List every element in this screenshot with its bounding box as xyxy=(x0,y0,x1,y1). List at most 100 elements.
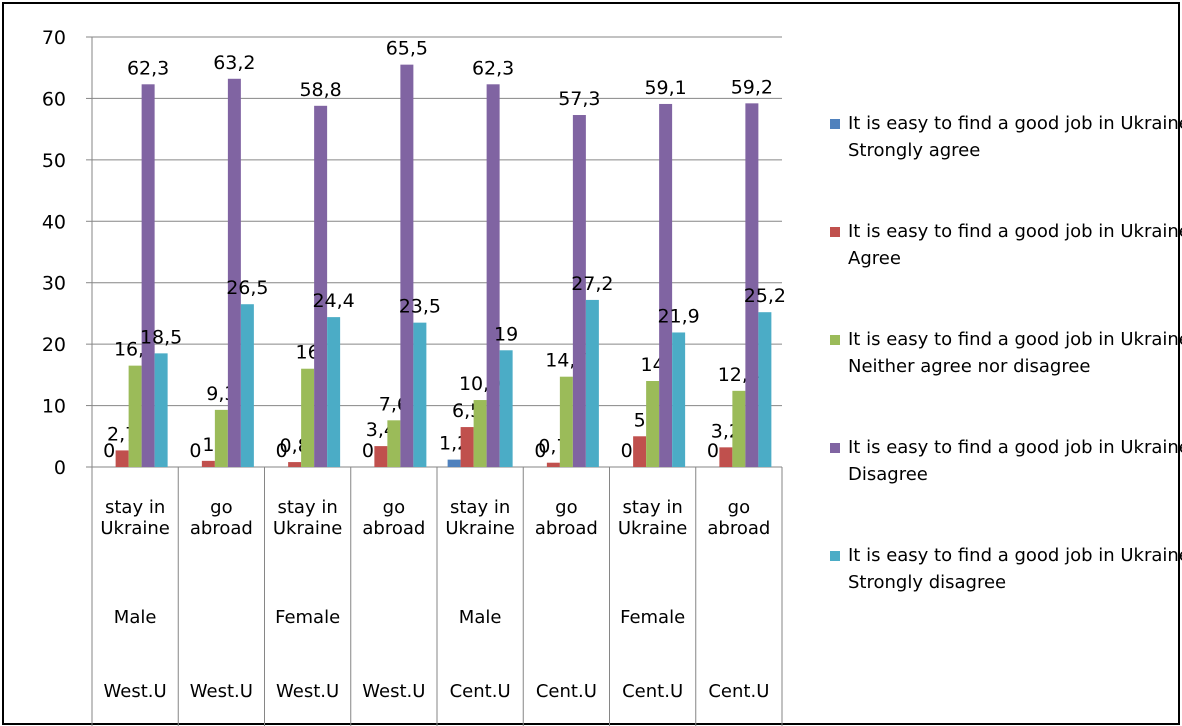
bar xyxy=(154,353,168,467)
legend-swatch xyxy=(830,119,840,129)
x-region-label: Cent.U xyxy=(708,681,770,702)
y-tick-label: 70 xyxy=(42,27,66,49)
data-label: 23,5 xyxy=(399,296,441,318)
data-label: 0 xyxy=(534,440,546,462)
x-tick-label: go abroad xyxy=(707,497,771,539)
bar xyxy=(327,317,341,467)
legend-label: It is easy to find a good job in Ukraine… xyxy=(848,221,1182,269)
legend-label: It is easy to find a good job in Ukraine… xyxy=(848,437,1182,485)
data-label: 62,3 xyxy=(127,57,169,79)
bar xyxy=(214,409,228,467)
data-label: 1 xyxy=(202,434,214,456)
x-group-label: Female xyxy=(275,607,341,628)
y-tick-label: 40 xyxy=(42,211,66,233)
bar xyxy=(201,460,215,467)
data-label: 0 xyxy=(276,440,288,462)
data-label: 65,5 xyxy=(386,38,428,60)
data-label: 14 xyxy=(641,354,665,376)
data-label: 21,9 xyxy=(657,305,699,327)
x-tick-label: stay in Ukraine xyxy=(617,497,688,539)
data-label: 27,2 xyxy=(571,273,613,295)
y-tick-label: 50 xyxy=(42,150,66,172)
legend-swatch xyxy=(830,227,840,237)
x-region-label: West.U xyxy=(189,681,253,702)
bar xyxy=(719,447,733,467)
bar xyxy=(128,365,142,467)
x-tick-label: stay in Ukraine xyxy=(272,497,343,539)
bar xyxy=(546,462,560,467)
data-label: 25,2 xyxy=(744,285,786,307)
x-tick-label: stay in Ukraine xyxy=(445,497,515,539)
y-tick-label: 10 xyxy=(42,396,66,418)
legend-entry: It is easy to find a good job in Ukraine… xyxy=(830,434,1182,488)
legend-label: It is easy to find a good job in Ukraine… xyxy=(848,113,1182,161)
legend-swatch xyxy=(830,443,840,453)
y-tick-label: 20 xyxy=(42,334,66,356)
bar xyxy=(659,103,673,467)
x-tick-label: go abroad xyxy=(189,497,253,539)
bar xyxy=(672,332,686,467)
legend-label: It is easy to find a good job in Ukraine… xyxy=(848,545,1182,593)
data-label: 62,3 xyxy=(472,57,514,79)
data-label: 63,2 xyxy=(213,52,255,74)
bar xyxy=(758,312,772,467)
x-tick-label: go abroad xyxy=(534,497,598,539)
data-label: 0 xyxy=(189,440,201,462)
x-region-label: West.U xyxy=(362,681,426,702)
bar xyxy=(387,420,401,467)
bar xyxy=(115,450,129,467)
x-region-label: Cent.U xyxy=(449,681,511,702)
data-label: 59,2 xyxy=(731,76,773,98)
x-group-label: Female xyxy=(620,607,686,628)
legend-entry: It is easy to find a good job in Ukraine… xyxy=(830,326,1182,380)
data-label: 0 xyxy=(362,440,374,462)
bar xyxy=(633,436,647,467)
data-label: 16 xyxy=(296,342,320,364)
legend-entry: It is easy to find a good job in Ukraine… xyxy=(830,542,1182,596)
x-tick-label: go abroad xyxy=(362,497,426,539)
y-tick-label: 60 xyxy=(42,88,66,110)
x-group-label: Male xyxy=(458,607,502,628)
bar xyxy=(413,322,427,467)
data-label: 5 xyxy=(634,409,646,431)
bar xyxy=(288,462,302,467)
data-label: 57,3 xyxy=(558,88,600,110)
bar xyxy=(572,115,586,467)
x-region-label: West.U xyxy=(103,681,167,702)
data-label: 0 xyxy=(621,440,633,462)
y-tick-label: 0 xyxy=(54,457,66,479)
x-region-label: Cent.U xyxy=(535,681,597,702)
bar xyxy=(240,304,254,467)
x-region-label: Cent.U xyxy=(622,681,684,702)
legend-swatch xyxy=(830,551,840,561)
data-label: 0 xyxy=(707,440,719,462)
x-region-label: West.U xyxy=(276,681,340,702)
data-label: 59,1 xyxy=(644,77,686,99)
x-tick-label: stay in Ukraine xyxy=(100,497,170,539)
bar xyxy=(447,459,461,467)
data-label: 24,4 xyxy=(312,290,354,312)
bar xyxy=(559,376,573,467)
bar xyxy=(141,84,155,468)
data-label: 19 xyxy=(494,323,518,345)
bar xyxy=(301,368,315,467)
data-label: 18,5 xyxy=(140,326,182,348)
y-tick-label: 30 xyxy=(42,273,66,295)
bar xyxy=(400,64,414,468)
bar xyxy=(473,400,487,467)
bar xyxy=(314,105,328,468)
bar xyxy=(486,84,500,468)
data-label: 58,8 xyxy=(299,79,341,101)
bar xyxy=(374,446,388,467)
bar xyxy=(460,427,474,467)
bar xyxy=(499,350,513,467)
bar xyxy=(646,381,660,467)
x-group-label: Male xyxy=(113,607,157,628)
data-label: 26,5 xyxy=(226,277,268,299)
legend-swatch xyxy=(830,335,840,345)
legend-label: It is easy to find a good job in Ukraine… xyxy=(848,329,1182,377)
bar xyxy=(227,78,241,468)
